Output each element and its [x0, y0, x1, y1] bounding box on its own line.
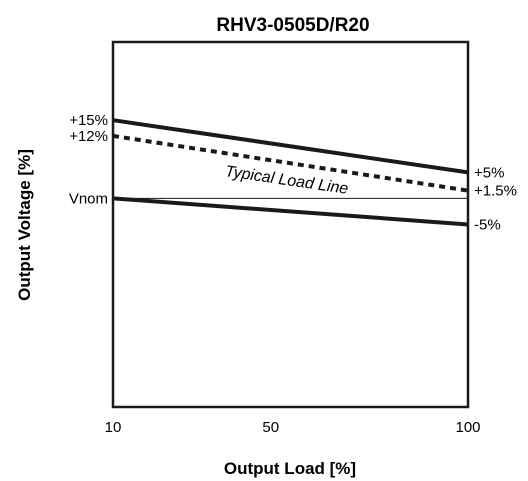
right-value-label: -5%	[474, 217, 501, 234]
x-tick-labels: 10 50 100	[105, 419, 481, 436]
chart-title: RHV3-0505D/R20	[216, 15, 369, 36]
right-value-label: +5%	[474, 164, 504, 181]
right-value-labels: +5% +1.5% -5%	[474, 164, 517, 233]
series-line-upper	[112, 118, 469, 175]
y-tick-label: +12%	[69, 128, 108, 145]
plot-frame	[111, 40, 470, 409]
series-layer	[112, 118, 469, 227]
y-tick-label: Vnom	[69, 190, 108, 207]
x-tick-label: 50	[262, 419, 279, 436]
y-tick-labels: +15%+12% Vnom	[69, 112, 108, 207]
series-line-typical	[112, 133, 469, 193]
y-tick-label: +15%	[69, 112, 108, 129]
series-line-lower	[112, 196, 469, 227]
x-tick-label: 100	[455, 419, 480, 436]
x-tick-label: 10	[105, 419, 122, 436]
right-value-label: +1.5%	[474, 183, 517, 200]
y-axis-title: Output Voltage [%]	[15, 149, 34, 301]
x-axis-title: Output Load [%]	[224, 459, 356, 478]
